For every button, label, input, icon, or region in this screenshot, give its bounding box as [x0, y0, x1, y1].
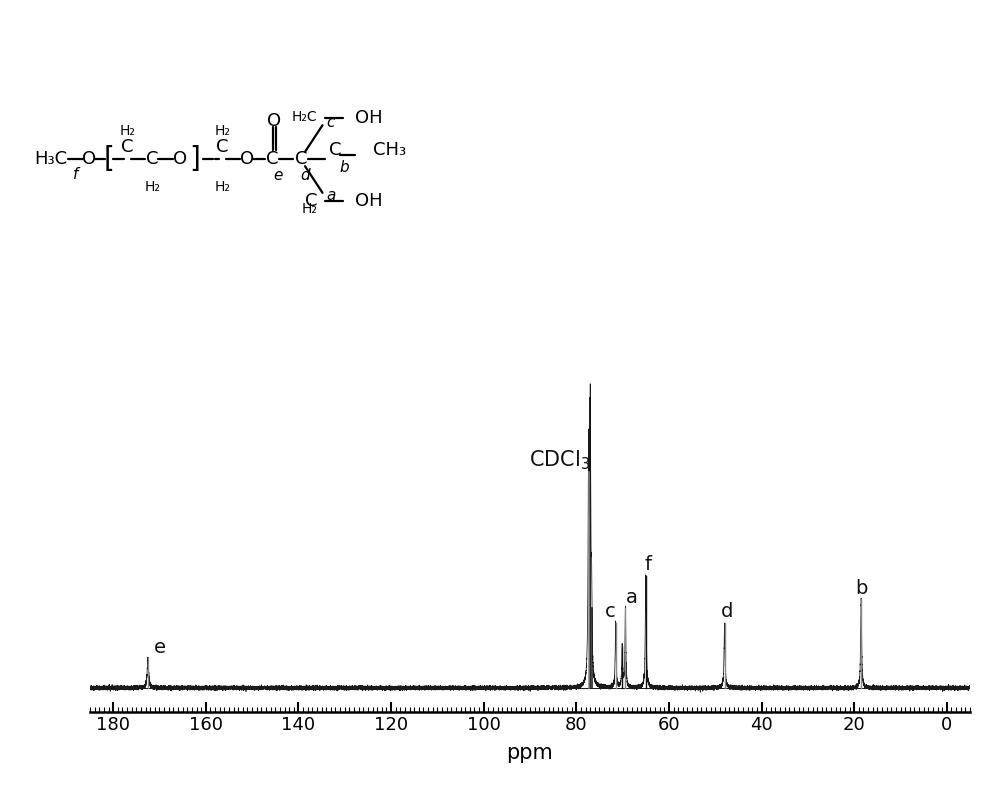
Text: C: C — [216, 138, 229, 156]
Text: C: C — [146, 150, 159, 168]
Text: OH: OH — [355, 110, 383, 127]
Text: CH₃: CH₃ — [372, 142, 406, 159]
Text: c: c — [326, 115, 334, 130]
Text: H₂: H₂ — [215, 124, 230, 138]
Text: [: [ — [104, 145, 114, 173]
Text: OH: OH — [355, 192, 383, 210]
Text: H₂: H₂ — [302, 202, 318, 215]
X-axis label: ppm: ppm — [507, 743, 553, 762]
Text: f: f — [73, 168, 79, 182]
Text: d: d — [721, 603, 733, 622]
Text: b: b — [339, 161, 349, 175]
Text: C: C — [295, 150, 307, 168]
Text: C: C — [329, 142, 341, 159]
Text: a: a — [625, 588, 637, 607]
Text: CDCl$_3$: CDCl$_3$ — [529, 448, 591, 472]
Text: f: f — [645, 555, 652, 574]
Text: O: O — [267, 112, 281, 130]
Text: C: C — [121, 138, 134, 156]
Text: H₂C: H₂C — [292, 111, 318, 124]
Text: a: a — [326, 188, 335, 203]
Text: H₂: H₂ — [215, 180, 230, 194]
Text: H₂: H₂ — [120, 124, 135, 138]
Text: c: c — [605, 603, 616, 622]
Text: e: e — [273, 169, 282, 183]
Text: C: C — [305, 192, 318, 210]
Text: O: O — [240, 150, 255, 168]
Text: ]: ] — [190, 145, 200, 173]
Text: H₂: H₂ — [145, 180, 160, 194]
Text: b: b — [855, 579, 867, 598]
Text: C: C — [266, 150, 279, 168]
Text: H₃C: H₃C — [34, 150, 68, 168]
Text: O: O — [82, 150, 96, 168]
Text: e: e — [153, 638, 165, 657]
Text: O: O — [173, 150, 187, 168]
Text: d: d — [300, 169, 310, 183]
